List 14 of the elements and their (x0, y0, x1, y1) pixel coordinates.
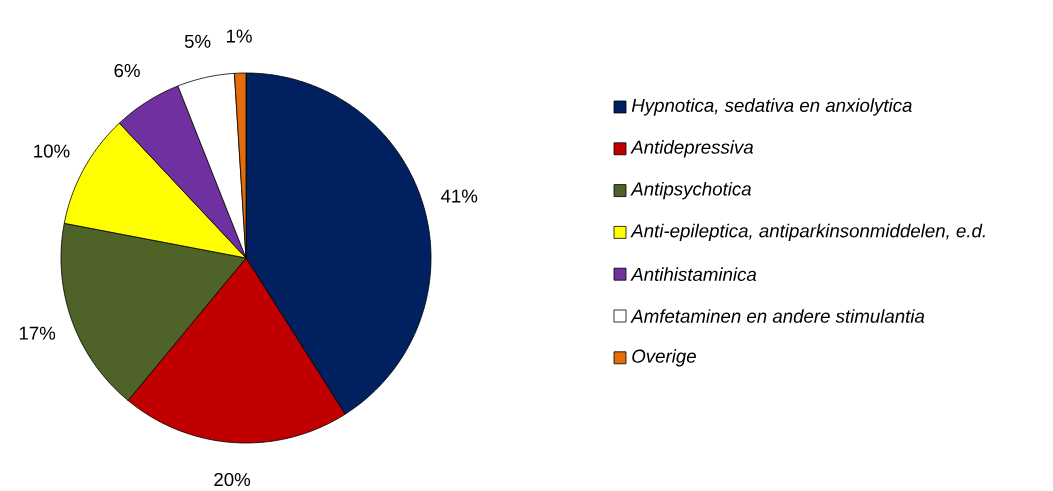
legend-label: Anti-epileptica, antiparkinsonmiddelen, e.d. (630, 223, 985, 242)
data-label: 5% (184, 34, 211, 49)
data-label: 10% (34, 144, 70, 158)
data-label: 20% (214, 473, 251, 487)
data-label: 1% (226, 29, 252, 43)
data-label: 41% (440, 189, 478, 203)
data-label: 17% (19, 326, 56, 340)
legend-label: Antipsychotica (630, 182, 751, 200)
legend-label: Hypnotica, sedativa en anxiolytica (631, 98, 912, 116)
legend-label: Antihistaminica (630, 267, 757, 282)
legend-label: Amfetaminen en andere stimulantia (630, 309, 925, 324)
legend-label: Overige (632, 349, 696, 367)
data-label: 6% (114, 64, 140, 78)
legend-label: Antidepressiva (630, 140, 754, 158)
